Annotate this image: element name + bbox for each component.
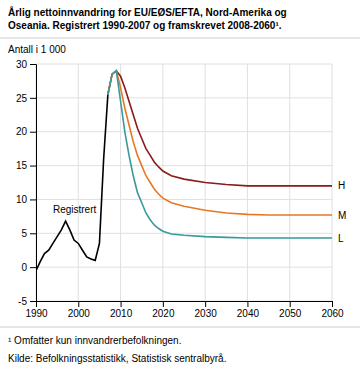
chart: Årlig nettoinnvandring for EU/EØS/EFTA, … [0, 0, 360, 383]
x-tick-label: 2000 [68, 308, 91, 319]
y-tick: 10 [16, 194, 36, 205]
series-label: M [338, 210, 346, 221]
y-tick: 20 [16, 126, 36, 137]
x-tick-label: 1990 [25, 308, 48, 319]
x-tick-mark [121, 301, 122, 307]
y-tick-label: 0 [21, 262, 27, 273]
grid-line-y [36, 267, 332, 268]
title-line: Oseania. Registrert 1990-2007 og framskr… [8, 20, 282, 31]
y-tick-mark [30, 233, 36, 234]
x-tick: 2060 [321, 301, 344, 319]
x-tick-mark [78, 301, 79, 307]
y-axis-line [30, 65, 37, 302]
x-tick-label: 2040 [237, 308, 260, 319]
x-tick: 1990 [25, 301, 48, 319]
x-tick-mark [332, 301, 333, 307]
x-tick-label: 2020 [152, 308, 175, 319]
separator [0, 38, 360, 39]
x-tick-mark [290, 301, 291, 307]
separator [0, 327, 360, 328]
grid-line-x [78, 64, 79, 301]
x-tick: 2050 [279, 301, 302, 319]
series-label: H [338, 180, 345, 191]
y-tick-label: 10 [16, 194, 28, 205]
y-tick: -5 [18, 296, 36, 307]
y-tick-mark [30, 98, 36, 99]
grid-line-y [36, 165, 332, 166]
y-axis-label: Antall i 1 000 [8, 44, 66, 55]
grid-line-x [162, 64, 163, 301]
lines [36, 71, 332, 271]
title: Årlig nettoinnvandring for EU/EØS/EFTA, … [8, 6, 287, 31]
x-tick-label: 2050 [279, 308, 302, 319]
y-tick: 25 [16, 93, 36, 104]
grid-line-y [36, 64, 332, 65]
x-tick-mark [247, 301, 248, 307]
y-tick: 0 [21, 262, 36, 273]
title-line: Årlig nettoinnvandring for EU/EØS/EFTA, … [8, 6, 287, 18]
series-labels: Registrert H M L [53, 180, 346, 243]
grid-line-x [247, 64, 248, 301]
grid-line-x [289, 64, 290, 301]
y-tick-label: 30 [16, 59, 28, 70]
x-tick-mark [163, 301, 164, 307]
y-tick-mark [30, 64, 36, 65]
x-tick: 2040 [237, 301, 260, 319]
footnote: Kilde: Befolkningsstatistikk, Statistisk… [8, 353, 226, 364]
series-line [108, 71, 332, 186]
y-tick-mark [30, 199, 36, 200]
series-line [108, 71, 332, 238]
y-tick-mark [30, 267, 36, 268]
y-tick-label: 20 [16, 126, 28, 137]
grid-line-y [36, 131, 332, 132]
y-axis: -5 0 5 10 15 20 25 30 [16, 59, 37, 307]
series-label: Registrert [53, 204, 97, 215]
y-tick-mark [30, 166, 36, 167]
grid-line-y [36, 233, 332, 234]
grid [36, 64, 332, 301]
y-tick-label: 15 [16, 160, 28, 171]
y-tick-mark [30, 132, 36, 133]
grid-line-x [332, 64, 333, 301]
series-line [36, 94, 108, 270]
footnote: ¹ Omfatter kun innvandrerbefolkningen. [8, 335, 181, 346]
x-tick-label: 2030 [195, 308, 218, 319]
series-label: L [338, 233, 344, 244]
x-tick: 2020 [152, 301, 175, 319]
y-tick-mark [30, 301, 36, 302]
series-line [108, 71, 332, 215]
y-tick: 30 [16, 59, 36, 70]
x-tick: 2030 [195, 301, 218, 319]
x-tick-mark [205, 301, 206, 307]
y-tick-label: 5 [21, 228, 27, 239]
y-tick: 5 [21, 228, 36, 239]
plot: 19902000201020202030204020502060-5051015… [16, 59, 346, 319]
x-axis: 1990 2000 2010 2020 2030 2040 2050 2060 [25, 301, 344, 319]
y-tick-label: -5 [18, 296, 27, 307]
y-tick: 15 [16, 160, 36, 171]
x-axis-line [37, 302, 333, 308]
y-tick-label: 25 [16, 93, 28, 104]
x-tick-label: 2010 [110, 308, 133, 319]
grid-line-y [36, 199, 332, 200]
x-tick: 2010 [110, 301, 133, 319]
x-tick: 2000 [68, 301, 91, 319]
grid-line-y [36, 97, 332, 98]
x-tick-label: 2060 [321, 308, 344, 319]
